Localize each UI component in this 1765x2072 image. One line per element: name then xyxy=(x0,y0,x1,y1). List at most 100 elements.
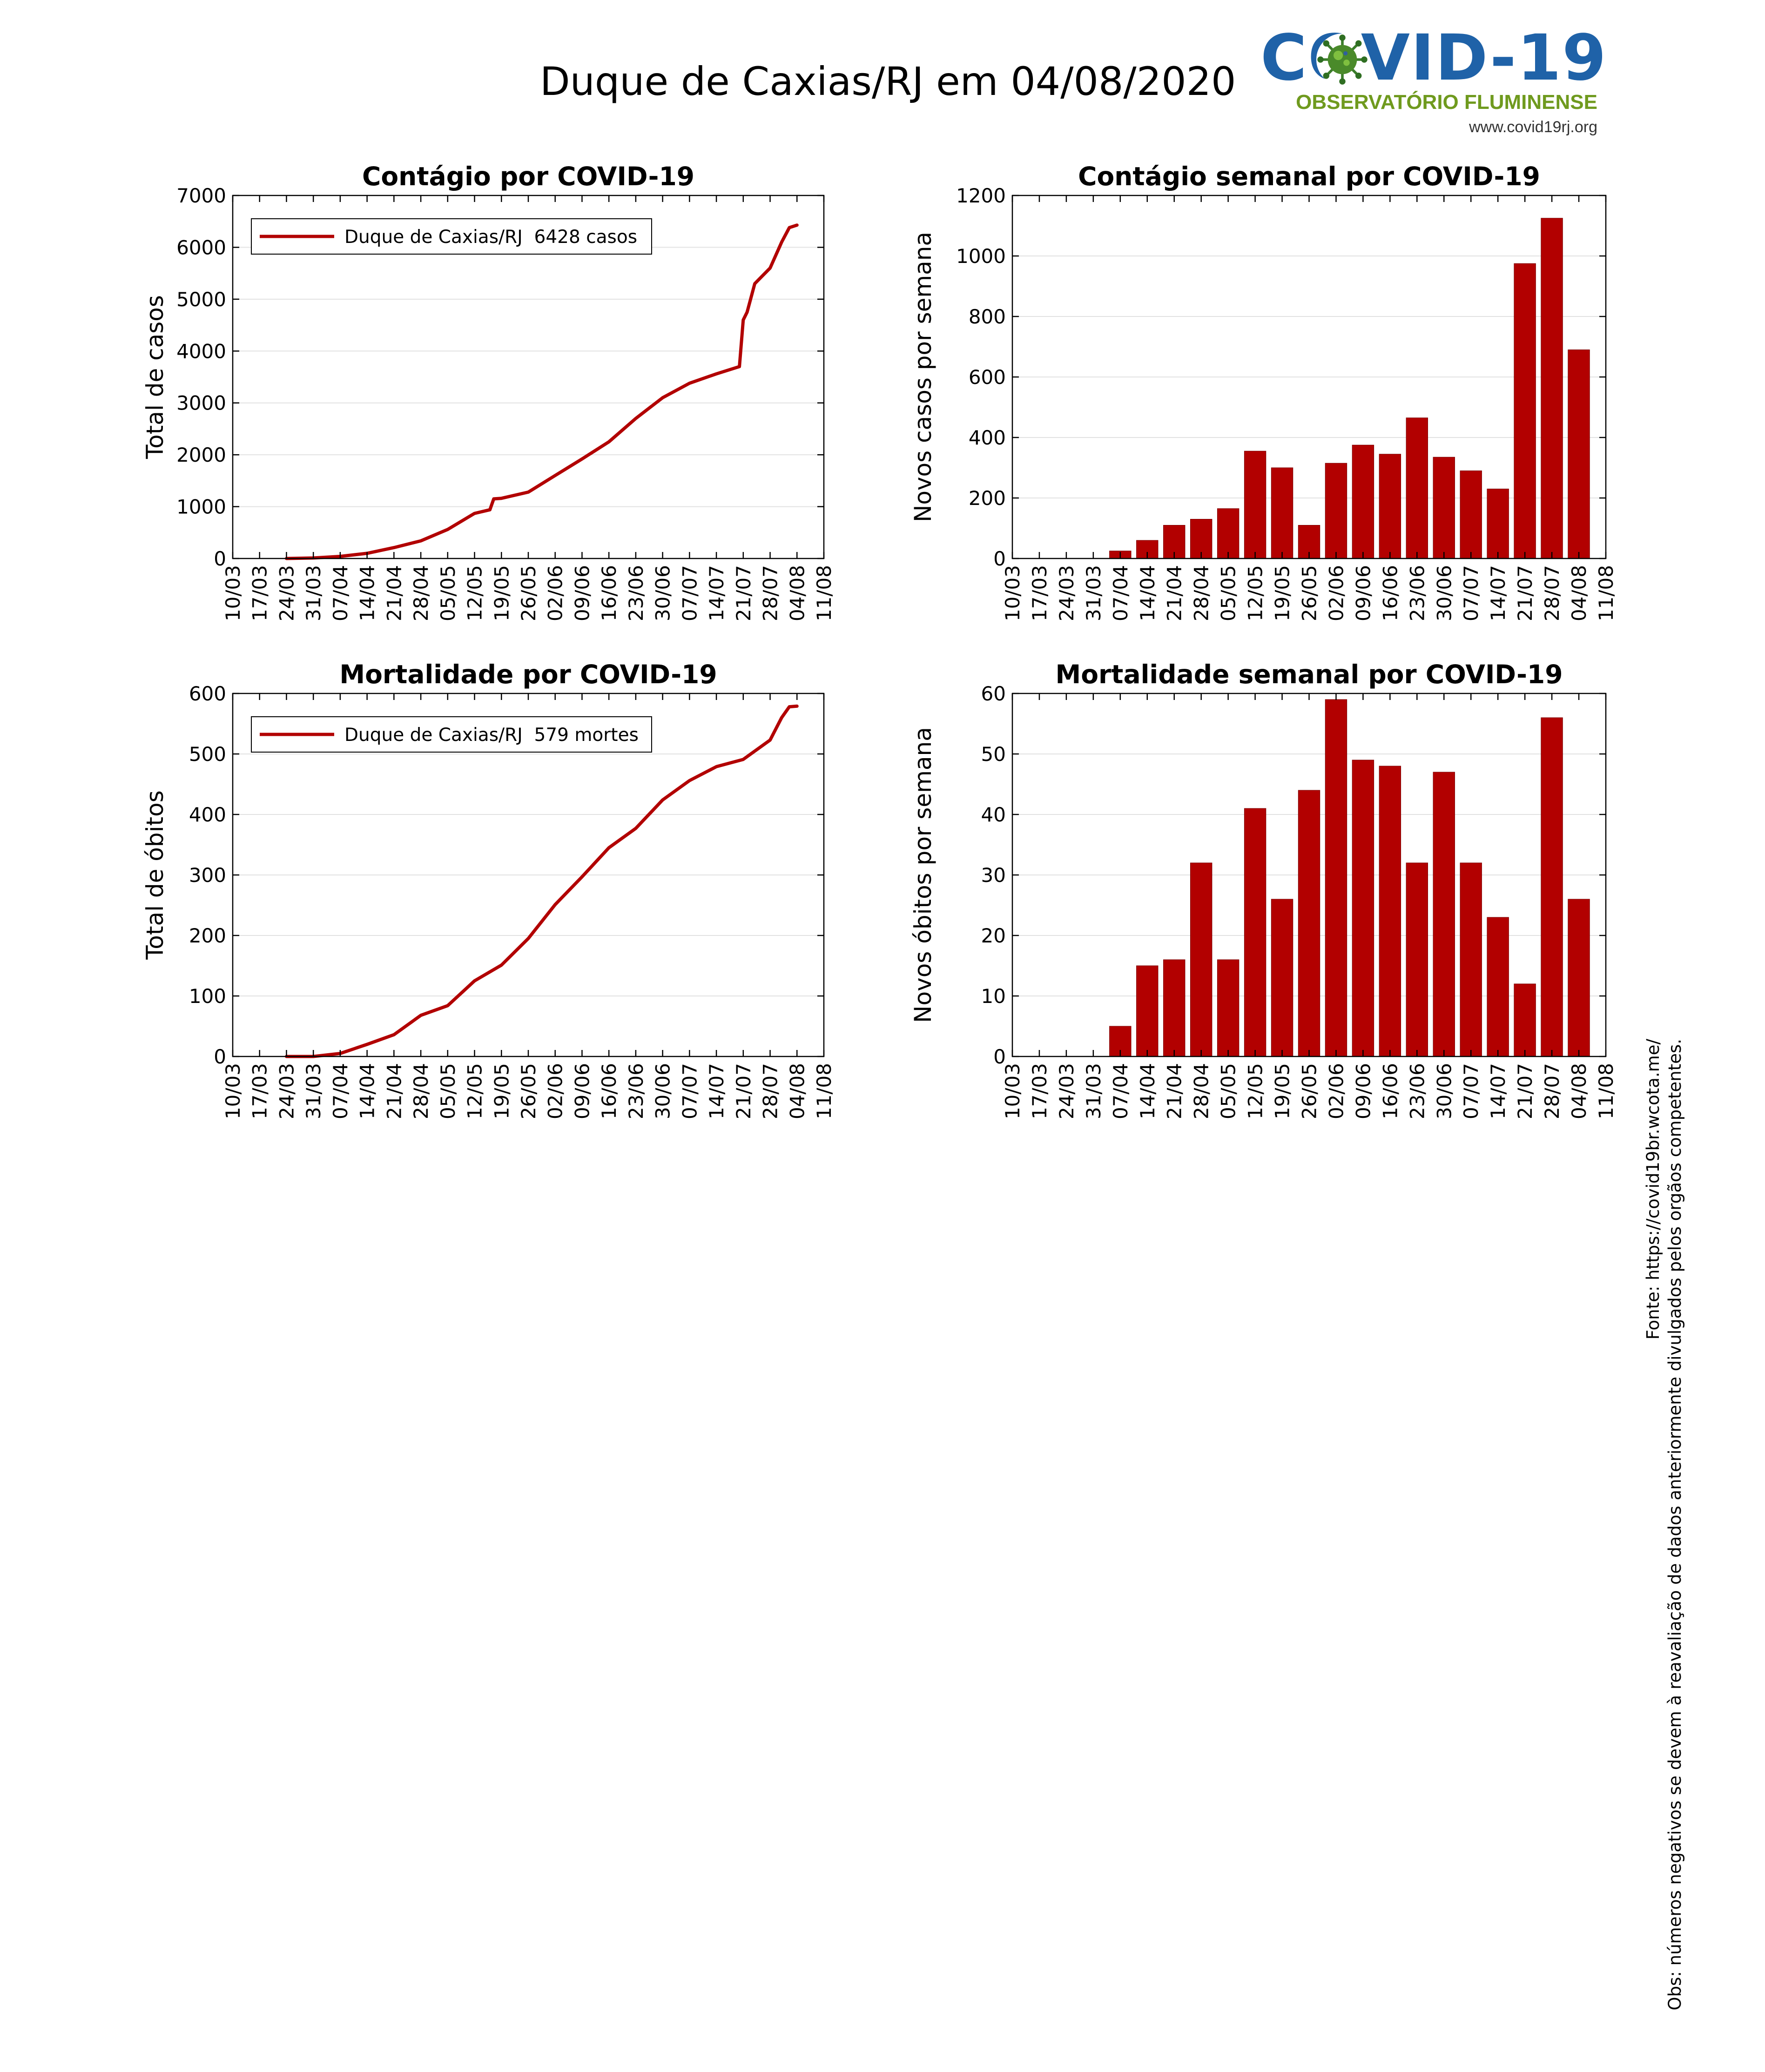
bar xyxy=(1163,959,1186,1057)
y-axis-label: Novos óbitos por semana xyxy=(909,727,936,1023)
x-tick-label: 17/03 xyxy=(1028,1063,1051,1119)
y-tick-label: 1000 xyxy=(956,245,1006,268)
bar xyxy=(1379,454,1401,559)
x-tick-label: 14/07 xyxy=(1487,1063,1509,1119)
x-tick-label: 14/04 xyxy=(356,1063,379,1119)
x-tick-label: 26/05 xyxy=(517,1063,540,1119)
x-tick-label: 21/07 xyxy=(732,565,755,621)
y-tick-label: 0 xyxy=(993,547,1006,570)
x-tick-label: 16/06 xyxy=(1379,1063,1401,1119)
x-tick-label: 24/03 xyxy=(1055,1063,1078,1119)
bar xyxy=(1568,350,1590,559)
x-tick-label: 11/08 xyxy=(1595,565,1617,621)
y-tick-label: 400 xyxy=(969,426,1006,449)
x-tick-label: 14/04 xyxy=(1136,565,1159,621)
x-tick-label: 16/06 xyxy=(598,565,620,621)
chart-title: Mortalidade por COVID-19 xyxy=(339,659,717,689)
logo-main-text: COVID-19 xyxy=(1260,21,1607,95)
x-tick-label: 09/06 xyxy=(571,565,593,621)
x-tick-label: 21/04 xyxy=(1163,565,1186,621)
x-tick-label: 23/06 xyxy=(1406,1063,1428,1119)
x-tick-label: 16/06 xyxy=(598,1063,620,1119)
y-tick-label: 30 xyxy=(981,864,1006,887)
bar xyxy=(1541,717,1563,1057)
bar xyxy=(1514,983,1536,1057)
y-tick-label: 40 xyxy=(981,803,1006,826)
bar xyxy=(1271,467,1293,559)
y-tick-label: 300 xyxy=(189,864,226,887)
y-tick-label: 0 xyxy=(214,547,226,570)
bar xyxy=(1406,417,1428,559)
x-tick-label: 04/08 xyxy=(786,1063,808,1119)
series-line xyxy=(285,704,799,1058)
x-tick-label: 31/03 xyxy=(1082,565,1105,621)
y-tick-label: 60 xyxy=(981,682,1006,705)
x-tick-label: 14/07 xyxy=(705,565,728,621)
x-tick-label: 26/05 xyxy=(1298,565,1321,621)
x-tick-label: 28/07 xyxy=(759,1063,782,1119)
x-tick-label: 28/04 xyxy=(410,565,432,621)
y-tick-label: 0 xyxy=(993,1045,1006,1068)
chart-title: Mortalidade semanal por COVID-19 xyxy=(1056,659,1563,689)
x-tick-label: 14/04 xyxy=(1136,1063,1159,1119)
x-tick-label: 23/06 xyxy=(1406,565,1428,621)
bar xyxy=(1190,862,1213,1057)
bar xyxy=(1433,457,1455,559)
x-tick-label: 23/06 xyxy=(625,565,647,621)
y-tick-label: 50 xyxy=(981,743,1006,766)
bar xyxy=(1244,808,1266,1057)
bar xyxy=(1298,790,1320,1057)
y-tick-label: 6000 xyxy=(176,236,226,259)
x-tick-label: 24/03 xyxy=(275,565,298,621)
x-tick-label: 10/03 xyxy=(222,565,244,621)
x-tick-label: 21/04 xyxy=(1163,1063,1186,1119)
bar xyxy=(1379,766,1401,1057)
x-tick-label: 02/06 xyxy=(1325,565,1347,621)
x-tick-label: 09/06 xyxy=(1352,565,1374,621)
bar xyxy=(1487,917,1509,1057)
bar xyxy=(1271,899,1293,1057)
x-tick-label: 05/05 xyxy=(437,1063,459,1119)
virus-icon xyxy=(1316,34,1368,86)
legend: Duque de Caxias/RJ 6428 casos xyxy=(251,218,652,255)
chart-title: Contágio por COVID-19 xyxy=(362,161,694,191)
x-tick-label: 07/04 xyxy=(329,1063,352,1119)
y-tick-label: 400 xyxy=(189,803,226,826)
y-tick-label: 0 xyxy=(214,1045,226,1068)
x-tick-label: 30/06 xyxy=(1433,565,1455,621)
bar xyxy=(1109,1026,1132,1057)
x-tick-label: 17/03 xyxy=(249,565,271,621)
bar xyxy=(1325,463,1347,559)
x-tick-label: 28/07 xyxy=(759,565,782,621)
x-tick-label: 21/04 xyxy=(383,1063,405,1119)
x-tick-label: 14/07 xyxy=(1487,565,1509,621)
x-tick-label: 07/07 xyxy=(678,565,701,621)
x-tick-label: 11/08 xyxy=(813,1063,835,1119)
y-axis-label: Novos casos por semana xyxy=(909,232,936,522)
y-tick-label: 100 xyxy=(189,985,226,1008)
chart-cases-weekly: 0 200 400 600 800 1000 1200 10/03 17/03 24/03 31/0… xyxy=(875,154,1629,652)
x-tick-label: 07/04 xyxy=(329,565,352,621)
source-note: Fonte: https://covid19br.wcota.me/ xyxy=(1643,1039,1663,1340)
y-tick-label: 200 xyxy=(969,487,1006,510)
x-tick-label: 21/07 xyxy=(1514,565,1536,621)
x-tick-label: 12/05 xyxy=(1244,565,1267,621)
bar xyxy=(1244,451,1266,559)
y-tick-label: 200 xyxy=(189,924,226,947)
x-tick-label: 17/03 xyxy=(1028,565,1051,621)
x-tick-label: 07/07 xyxy=(1460,1063,1482,1119)
bar xyxy=(1136,965,1159,1057)
x-tick-label: 14/04 xyxy=(356,565,379,621)
chart-deaths-weekly: 0 10 20 30 40 50 60 10/03 17/03 24/03 31/03 07/04 14… xyxy=(875,652,1629,1150)
x-tick-label: 11/08 xyxy=(1595,1063,1617,1119)
legend-label: Duque de Caxias/RJ 6428 casos xyxy=(344,227,637,248)
x-tick-label: 23/06 xyxy=(625,1063,647,1119)
x-tick-label: 02/06 xyxy=(544,565,567,621)
x-tick-label: 17/03 xyxy=(249,1063,271,1119)
obs-note: Obs: números negativos se devem à reaval… xyxy=(1665,1039,1685,2011)
bar xyxy=(1460,862,1482,1057)
x-tick-label: 05/05 xyxy=(437,565,459,621)
x-tick-label: 10/03 xyxy=(1001,1063,1024,1119)
x-tick-label: 24/03 xyxy=(275,1063,298,1119)
